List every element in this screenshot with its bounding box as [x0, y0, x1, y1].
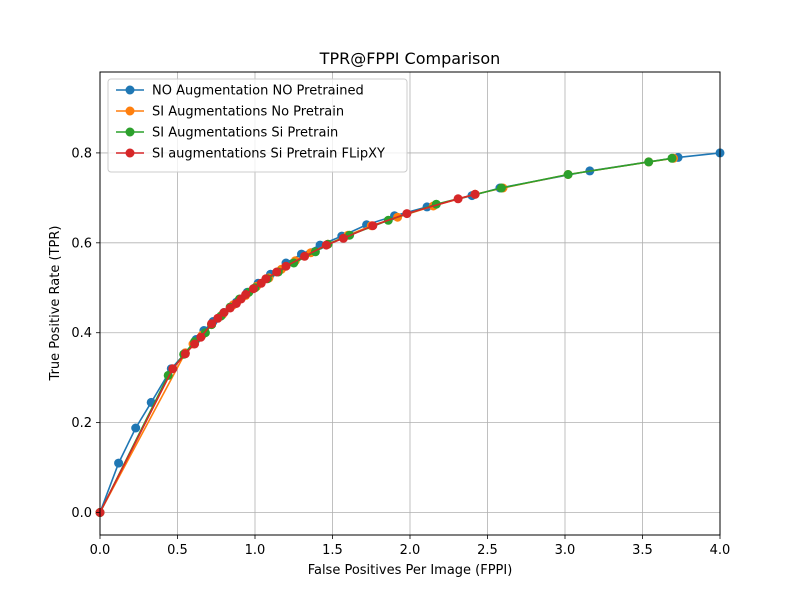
data-point — [219, 308, 229, 317]
y-tick-label: 0.6 — [71, 236, 92, 251]
data-point — [644, 157, 654, 167]
x-tick-label: 1.0 — [245, 543, 266, 558]
legend-label: SI Augmentations No Pretrain — [152, 105, 344, 120]
data-point — [261, 274, 271, 284]
data-point — [196, 332, 206, 342]
legend-item: SI Augmentations No Pretrain — [116, 105, 344, 120]
x-tick-label: 3.0 — [555, 543, 576, 558]
data-point — [272, 267, 282, 277]
series-line — [99, 157, 673, 513]
plot-series — [95, 148, 725, 517]
data-point — [321, 240, 331, 250]
chart-title: TPR@FPPI Comparison — [319, 49, 501, 68]
data-point — [667, 153, 677, 163]
legend-swatch-marker — [125, 106, 135, 116]
y-tick-label: 0.8 — [71, 146, 92, 161]
legend-swatch-marker — [125, 85, 135, 95]
legend-swatch-marker — [125, 127, 135, 137]
y-tick-label: 0.2 — [71, 416, 92, 431]
data-point — [190, 339, 200, 349]
series-line — [99, 157, 674, 513]
x-tick-label: 1.5 — [322, 543, 343, 558]
data-point — [470, 189, 480, 199]
series-3 — [95, 153, 677, 517]
legend-box — [107, 78, 408, 173]
legend-item: SI Augmentations Si Pretrain — [116, 126, 338, 141]
data-point — [402, 209, 412, 219]
legend-swatch-marker — [125, 148, 135, 158]
axis-ticks: 0.0 0.5 1.0 1.5 2.0 2.5 3.0 3.5 4.0 0.0 0.2 0.4 0.6 0… — [71, 146, 730, 558]
x-tick-label: 4.0 — [710, 543, 731, 558]
data-point — [563, 170, 573, 179]
data-point — [114, 458, 124, 468]
legend-item: NO Augmentation NO Pretrained — [116, 84, 364, 99]
data-point — [168, 364, 178, 374]
data-point — [338, 233, 348, 243]
series-2 — [95, 153, 678, 517]
data-point — [300, 251, 310, 261]
data-point — [180, 349, 190, 359]
x-tick-label: 3.5 — [632, 543, 653, 558]
x-tick-label: 0.5 — [167, 543, 188, 558]
data-point — [453, 194, 463, 204]
series-4 — [95, 189, 480, 517]
y-axis-label: True Positive Rate (TPR) — [48, 226, 63, 382]
legend-item: SI augmentations Si Pretrain FLipXY — [116, 147, 385, 162]
data-point — [248, 284, 258, 294]
legend: NO Augmentation NO Pretrained SI Augmenta… — [107, 78, 408, 173]
x-tick-label: 0.0 — [90, 543, 111, 558]
data-point — [368, 221, 378, 231]
x-axis-label: False Positives Per Image (FPPI) — [308, 563, 513, 578]
legend-label: NO Augmentation NO Pretrained — [152, 84, 364, 99]
legend-label: SI augmentations Si Pretrain FLipXY — [152, 147, 385, 162]
x-tick-label: 2.5 — [477, 543, 498, 558]
data-point — [241, 290, 251, 299]
data-point — [213, 313, 223, 323]
data-point — [207, 319, 217, 329]
y-tick-label: 0.0 — [71, 506, 92, 521]
data-point — [225, 303, 235, 313]
data-point — [496, 183, 506, 193]
data-point — [281, 261, 291, 271]
series-line — [99, 193, 476, 513]
x-tick-label: 2.0 — [400, 543, 421, 558]
y-tick-label: 0.4 — [71, 326, 92, 341]
legend-label: SI Augmentations Si Pretrain — [152, 126, 338, 141]
data-point — [131, 423, 141, 433]
